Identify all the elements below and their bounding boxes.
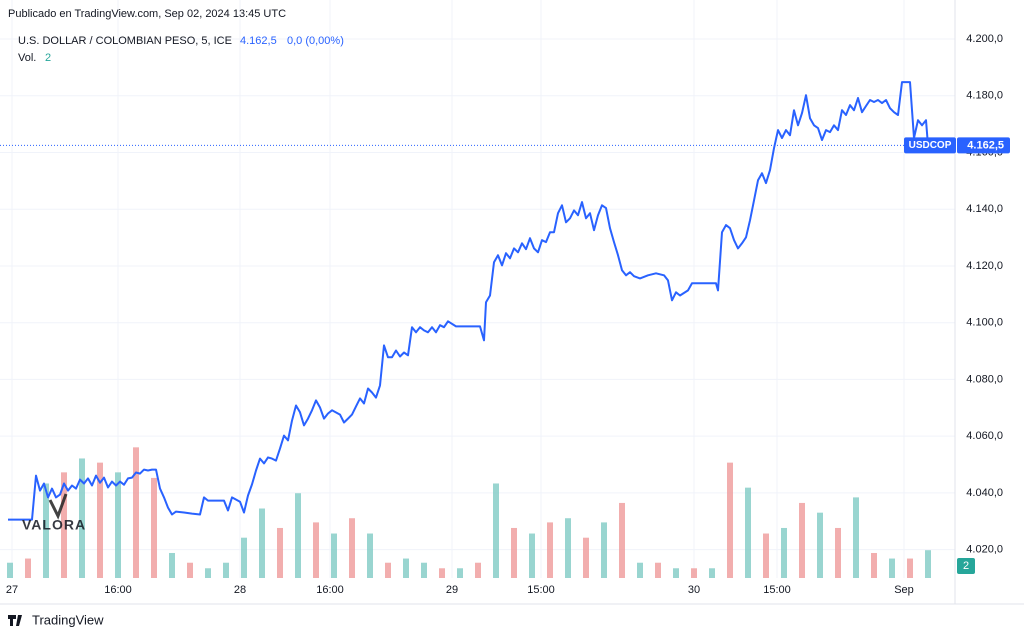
- plot: [0, 81, 955, 521]
- y-tick-label: 4.180,0: [966, 90, 1003, 102]
- legend-last-price: 4.162,5: [240, 35, 277, 47]
- watermark: VALORA: [22, 493, 86, 533]
- grid: [0, 0, 955, 578]
- volume-bar: [331, 533, 337, 578]
- volume-bar: [277, 527, 283, 578]
- volume-bar: [457, 568, 463, 578]
- volume-bar: [25, 558, 31, 578]
- volume-bar: [853, 497, 859, 578]
- x-tick-label: 28: [234, 584, 246, 596]
- volume-bar: [799, 502, 805, 578]
- volume-bar: [439, 568, 445, 578]
- volume-bar: [511, 527, 517, 578]
- y-tick-label: 4.200,0: [966, 33, 1003, 45]
- footer-text: TradingView: [32, 612, 104, 627]
- x-tick-label: 29: [446, 584, 458, 596]
- volume-bar: [601, 522, 607, 578]
- x-tick-label: 27: [6, 584, 18, 596]
- volume-bar: [385, 562, 391, 578]
- volume-badge: [957, 558, 975, 574]
- volume-bar: [115, 472, 121, 578]
- x-tick-label: Sep: [894, 584, 914, 596]
- volume-bars: [7, 447, 931, 578]
- volume-bar: [97, 462, 103, 578]
- price-badge: [957, 137, 1010, 154]
- legend-title: U.S. DOLLAR / COLOMBIAN PESO, 5, ICE: [18, 35, 232, 47]
- volume-bar: [133, 447, 139, 578]
- y-tick-label: 4.140,0: [966, 203, 1003, 215]
- volume-bar: [673, 568, 679, 578]
- volume-bar: [547, 522, 553, 578]
- volume-bar: [7, 562, 13, 578]
- volume-bar: [403, 558, 409, 578]
- watermark-icon: [48, 493, 68, 520]
- symbol-badge: [904, 137, 956, 154]
- volume-bar: [421, 562, 427, 578]
- volume-bar: [745, 487, 751, 578]
- volume-bar: [241, 537, 247, 578]
- volume-bar: [925, 550, 931, 578]
- volume-bar: [43, 483, 49, 578]
- volume-bar: [223, 562, 229, 578]
- volume-bar: [763, 533, 769, 578]
- y-tick-label: 4.100,0: [966, 317, 1003, 329]
- volume-bar: [691, 568, 697, 578]
- y-tick-label: 4.120,0: [966, 260, 1003, 272]
- volume-bar: [835, 527, 841, 578]
- volume-bar: [187, 562, 193, 578]
- volume-bar: [655, 562, 661, 578]
- x-tick-label: 30: [688, 584, 700, 596]
- volume-bar: [205, 568, 211, 578]
- volume-bar: [583, 537, 589, 578]
- volume-bar: [349, 518, 355, 578]
- price-line: [8, 81, 929, 521]
- volume-bar: [61, 472, 67, 578]
- volume-bar: [907, 558, 913, 578]
- price-badge-text: 4.162,5: [967, 139, 1004, 151]
- legend-change: 0,0 (0,00%): [287, 35, 344, 47]
- symbol-badge-text: USDCOP: [909, 140, 952, 151]
- volume-bar: [637, 562, 643, 578]
- volume-bar: [871, 552, 877, 578]
- volume-bar: [781, 527, 787, 578]
- y-tick-label: 4.080,0: [966, 373, 1003, 385]
- volume-bar: [817, 512, 823, 578]
- volume-bar: [493, 483, 499, 578]
- logo-icon: [8, 615, 22, 626]
- volume-bar: [313, 522, 319, 578]
- x-tick-label: 15:00: [763, 584, 791, 596]
- volume-bar: [889, 558, 895, 578]
- y-tick-label: 4.020,0: [966, 544, 1003, 556]
- x-tick-label: 16:00: [316, 584, 344, 596]
- volume-bar: [565, 518, 571, 578]
- volume-bar: [709, 568, 715, 578]
- volume-bar: [151, 477, 157, 578]
- volume-bar: [259, 508, 265, 578]
- volume-bar: [619, 502, 625, 578]
- x-tick-label: 15:00: [527, 584, 555, 596]
- y-tick-label: 4.040,0: [966, 487, 1003, 499]
- volume-bar: [727, 462, 733, 578]
- volume-badge-text: 2: [963, 560, 969, 572]
- volume-bar: [475, 562, 481, 578]
- header: Publicado en TradingView.com, Sep 02, 20…: [8, 8, 286, 20]
- legend-volume-label: Vol.: [18, 52, 36, 64]
- volume-bar: [169, 552, 175, 578]
- axes: 4.020,0 4.040,0 4.060,0 4.080,0 4.100,0 4.120…: [0, 0, 1024, 605]
- y-tick-label: 4.060,0: [966, 430, 1003, 442]
- x-tick-label: 16:00: [104, 584, 132, 596]
- legend-volume-value: 2: [45, 52, 51, 64]
- volume-bar: [295, 493, 301, 578]
- footer-logo: TradingView: [8, 612, 104, 627]
- volume-bar: [529, 533, 535, 578]
- watermark-text: VALORA: [22, 517, 86, 533]
- volume-bar: [79, 458, 85, 578]
- volume-bar: [367, 533, 373, 578]
